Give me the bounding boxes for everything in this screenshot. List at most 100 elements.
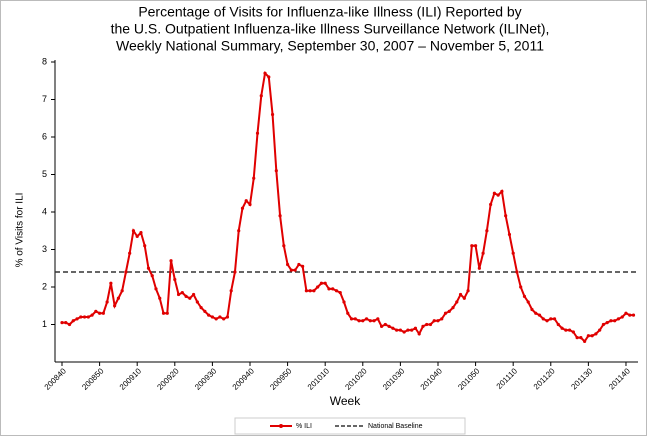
y-tick-label: 5 xyxy=(42,169,47,179)
ili-point xyxy=(173,277,177,282)
ili-point xyxy=(210,315,214,319)
ili-point xyxy=(387,324,391,328)
ili-point xyxy=(560,326,564,330)
ili-point xyxy=(139,231,143,235)
ili-point xyxy=(443,311,448,315)
ili-point xyxy=(218,315,222,319)
ili-point xyxy=(240,206,245,210)
ili-point xyxy=(545,319,549,323)
ili-point xyxy=(586,334,590,338)
ili-point xyxy=(496,193,500,197)
ili-point xyxy=(500,189,504,193)
ili-point xyxy=(564,328,568,332)
ili-point xyxy=(624,311,628,315)
ili-point xyxy=(436,319,440,323)
ili-point xyxy=(451,306,455,310)
ili-point xyxy=(225,315,230,319)
ili-point xyxy=(188,296,192,300)
ili-point xyxy=(515,270,519,274)
y-tick-label: 6 xyxy=(42,131,47,141)
ili-point xyxy=(481,251,485,255)
ili-point xyxy=(601,322,606,327)
y-tick-label: 2 xyxy=(42,281,47,291)
ili-point xyxy=(214,317,218,321)
ili-point xyxy=(233,270,237,274)
ili-point xyxy=(410,328,414,332)
ili-point xyxy=(150,274,154,278)
ili-point xyxy=(616,317,621,321)
ili-point xyxy=(485,229,489,233)
y-tick-label: 1 xyxy=(42,319,47,329)
ili-point xyxy=(312,289,316,293)
ili-point xyxy=(128,251,132,255)
ili-point xyxy=(489,202,493,207)
ili-point xyxy=(462,296,466,300)
ili-point xyxy=(285,262,290,267)
y-tick-label: 4 xyxy=(42,206,47,216)
ili-point xyxy=(353,317,357,321)
ili-point xyxy=(229,289,233,293)
chart-title: the U.S. Outpatient Influenza-like Illne… xyxy=(111,21,550,37)
ili-point xyxy=(143,244,147,248)
ili-point xyxy=(421,324,425,328)
ili-point xyxy=(135,234,139,238)
ili-point xyxy=(75,317,79,321)
ili-point xyxy=(428,322,433,327)
ili-point xyxy=(180,291,184,295)
ili-point xyxy=(116,296,120,300)
ili-point xyxy=(447,309,451,313)
ili-point xyxy=(270,112,275,117)
ili-point xyxy=(575,336,579,340)
ili-point xyxy=(534,311,538,315)
ili-point xyxy=(60,321,64,325)
ili-point xyxy=(327,287,331,291)
ili-point xyxy=(406,328,410,332)
ili-point xyxy=(97,311,102,315)
ili-point xyxy=(372,319,376,323)
ili-point xyxy=(364,317,369,321)
y-axis-label: % of Visits for ILI xyxy=(15,193,26,268)
legend-label: National Baseline xyxy=(368,423,423,430)
ili-point xyxy=(492,191,496,195)
ili-point xyxy=(383,322,387,327)
ili-point xyxy=(319,281,324,285)
ili-point xyxy=(184,294,188,298)
ili-point xyxy=(308,289,312,293)
ili-point xyxy=(203,309,207,313)
ili-point xyxy=(549,317,553,321)
ili-point xyxy=(297,262,301,267)
ili-point xyxy=(71,319,75,323)
ili-point xyxy=(417,332,421,336)
ili-point xyxy=(530,307,534,312)
ili-point xyxy=(357,319,361,323)
ili-point xyxy=(556,322,560,327)
ili-point xyxy=(82,315,87,319)
ili-point xyxy=(255,131,260,135)
ili-point xyxy=(349,317,354,321)
ili-point xyxy=(191,292,196,297)
ili-point xyxy=(594,332,598,336)
ili-point xyxy=(571,330,575,334)
ili-point xyxy=(361,319,365,323)
ili-point xyxy=(391,326,395,330)
ili-point xyxy=(609,319,613,323)
ili-point xyxy=(278,214,282,218)
ili-point xyxy=(473,244,478,248)
ili-point xyxy=(195,300,199,304)
ili-point xyxy=(169,259,173,263)
ili-point xyxy=(120,289,124,293)
ili-point xyxy=(154,287,158,291)
ili-point xyxy=(331,287,335,291)
ili-point xyxy=(67,322,72,327)
ili-point xyxy=(161,311,166,315)
ili-point xyxy=(368,319,372,323)
ili-point xyxy=(289,268,293,272)
chart-title: Percentage of Visits for Influenza-like … xyxy=(138,4,521,20)
ili-point xyxy=(263,71,267,75)
ili-point xyxy=(94,309,98,313)
ili-point xyxy=(323,281,327,285)
ili-point xyxy=(207,313,211,317)
ili-point xyxy=(395,328,399,332)
ili-point xyxy=(274,169,278,173)
